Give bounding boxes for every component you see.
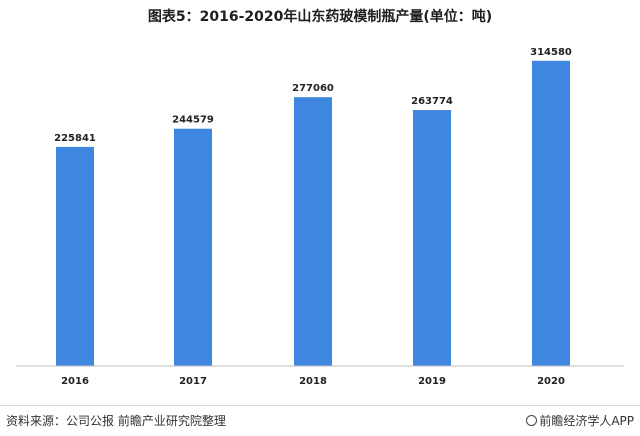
brand-credit: 前瞻经济学人APP bbox=[526, 412, 634, 429]
x-tick-2020: 2020 bbox=[537, 376, 565, 387]
data-label-2020: 314580 bbox=[530, 47, 572, 58]
data-label-2019: 263774 bbox=[411, 96, 453, 107]
chart-title: 图表5：2016-2020年山东药玻模制瓶产量(单位：吨) bbox=[147, 9, 493, 25]
brand-name: 前瞻经济学人APP bbox=[539, 414, 634, 428]
bar-2018 bbox=[294, 97, 332, 366]
bar-2016 bbox=[56, 146, 94, 366]
at-sign-icon bbox=[526, 415, 538, 426]
x-tick-2018: 2018 bbox=[299, 376, 327, 387]
bar-chart: 225841 244579 277060 263774 314580 2016 2017 2… bbox=[16, 47, 624, 387]
x-tick-2017: 2017 bbox=[179, 376, 207, 387]
x-tick-2016: 2016 bbox=[61, 376, 89, 387]
data-label-2016: 225841 bbox=[54, 133, 96, 144]
source-note: 资料来源：公司公报 前瞻产业研究院整理 bbox=[6, 414, 226, 428]
bar-2019 bbox=[413, 110, 451, 366]
x-tick-2019: 2019 bbox=[418, 376, 446, 387]
data-label-2017: 244579 bbox=[172, 115, 214, 126]
footer: 资料来源：公司公报 前瞻产业研究院整理 前瞻经济学人APP bbox=[0, 405, 640, 436]
bar-2017 bbox=[174, 128, 212, 366]
data-label-2018: 277060 bbox=[292, 83, 334, 94]
bar-2020 bbox=[532, 60, 570, 366]
